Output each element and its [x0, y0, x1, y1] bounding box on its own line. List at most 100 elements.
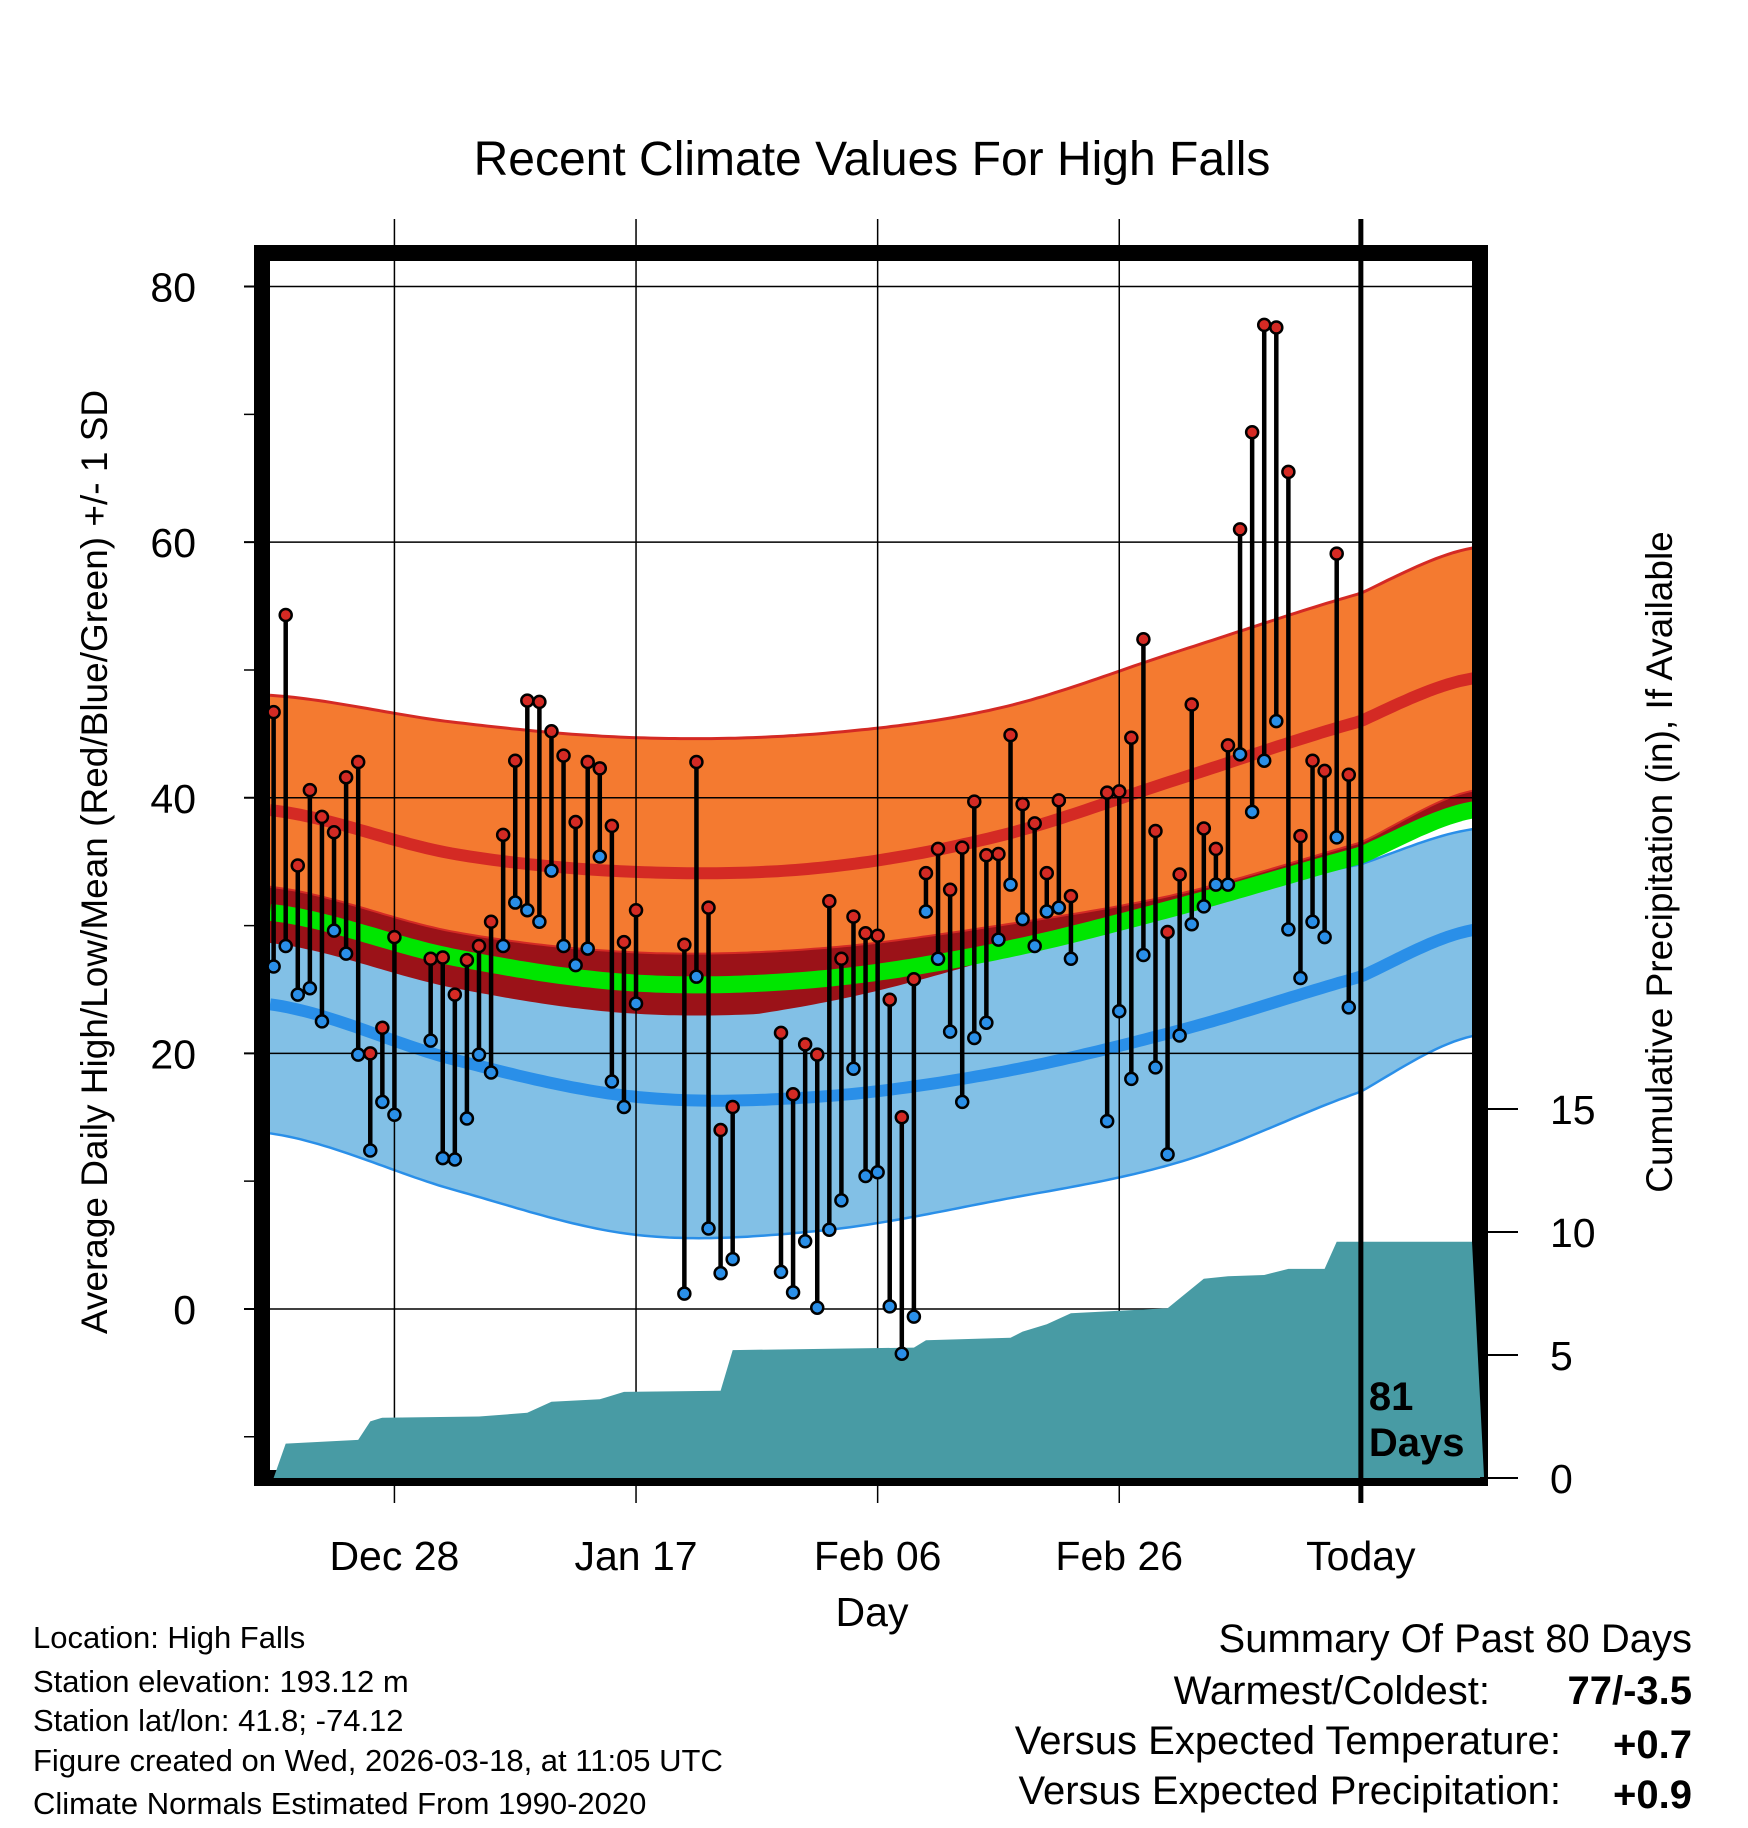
- observed-day: [1305, 753, 1320, 929]
- observed-high-point: [991, 846, 1006, 862]
- observed-low-point: [1112, 1003, 1127, 1019]
- observed-day: [677, 937, 692, 1301]
- observed-day: [1196, 821, 1212, 914]
- observed-high-point: [1003, 727, 1018, 743]
- observed-low-point: [483, 1065, 499, 1080]
- observed-low-point: [302, 980, 318, 996]
- observed-low-point: [507, 895, 523, 910]
- x-tick-label: Dec 28: [329, 1533, 459, 1579]
- observed-high-point: [1099, 785, 1115, 800]
- temp-anomaly-value: +0.7: [1613, 1723, 1692, 1767]
- observed-day: [326, 825, 342, 938]
- observed-day: [1039, 865, 1055, 919]
- observed-day: [834, 951, 849, 1208]
- observed-high-point: [1051, 793, 1067, 808]
- observed-low-point: [979, 1015, 994, 1030]
- observed-day: [1124, 730, 1139, 1087]
- low-band-lower-edge: [269, 1033, 1479, 1240]
- observed-day: [1099, 785, 1115, 1129]
- observed-high-point: [375, 1020, 390, 1036]
- y2-tick-label: 0: [1550, 1456, 1573, 1502]
- observed-day: [302, 782, 318, 996]
- observed-day: [1329, 546, 1344, 845]
- observed-day: [278, 607, 293, 954]
- observed-low-point: [822, 1222, 837, 1237]
- observed-high-point: [350, 754, 366, 770]
- observed-high-point: [930, 841, 946, 857]
- observed-high-point: [1172, 867, 1187, 882]
- info-normals: Climate Normals Estimated From 1990-2020: [33, 1786, 646, 1821]
- plot-area: [269, 545, 1480, 1240]
- observed-day: [918, 865, 934, 919]
- observed-high-point: [822, 894, 837, 909]
- observed-low-point: [338, 946, 354, 961]
- observed-low-point: [1256, 753, 1272, 768]
- observed-day: [1341, 767, 1357, 1015]
- observed-day: [1112, 784, 1127, 1019]
- observed-day: [483, 914, 499, 1080]
- observed-low-point: [1063, 951, 1079, 967]
- precip-area: [273, 1241, 1485, 1478]
- y2-tick-label: 15: [1550, 1087, 1596, 1133]
- observed-low-point: [713, 1265, 728, 1281]
- observed-high-point: [459, 952, 475, 968]
- observed-low-point: [1124, 1071, 1139, 1087]
- observed-high-point: [834, 951, 849, 967]
- x-tick-label: Jan 17: [574, 1533, 697, 1579]
- y-tick-label: 0: [173, 1287, 196, 1333]
- observed-day: [1208, 841, 1224, 892]
- observed-high-point: [689, 754, 704, 770]
- observed-day: [979, 848, 994, 1030]
- observed-high-point: [314, 809, 330, 825]
- observed-day: [423, 951, 438, 1048]
- observed-day: [809, 1047, 825, 1315]
- observed-high-point: [290, 858, 306, 873]
- observed-low-point: [1317, 929, 1332, 945]
- observed-high-point: [1329, 546, 1344, 561]
- observed-day: [1269, 320, 1284, 729]
- observed-high-point: [387, 929, 402, 945]
- observed-low-point: [592, 849, 608, 864]
- observed-high-point: [1256, 317, 1272, 333]
- x-axis-label: Day: [836, 1589, 909, 1635]
- summary: Summary Of Past 80 Days Warmest/Coldest:…: [1015, 1617, 1692, 1817]
- observed-low-point: [906, 1309, 922, 1324]
- observed-high-point: [1317, 763, 1332, 779]
- observed-day: [954, 840, 970, 1110]
- observed-day: [870, 928, 885, 1180]
- observed-low-point: [471, 1047, 487, 1062]
- observed-day: [592, 761, 608, 864]
- observed-low-point: [266, 959, 281, 974]
- observed-day: [314, 809, 330, 1029]
- observed-low-point: [834, 1193, 849, 1208]
- high-sd-band: [270, 547, 1478, 954]
- observed-low-point: [495, 938, 511, 954]
- observed-day: [507, 753, 523, 910]
- observed-low-point: [568, 957, 583, 973]
- observed-high-point: [785, 1087, 801, 1102]
- observed-low-point: [1208, 877, 1224, 892]
- observed-day: [604, 818, 620, 1089]
- observed-high-point: [773, 1025, 789, 1041]
- observed-high-point: [894, 1110, 910, 1125]
- observed-high-point: [870, 928, 885, 944]
- today-days-label: 81: [1369, 1375, 1414, 1419]
- observed-low-point: [773, 1264, 789, 1280]
- observed-high-point: [1124, 730, 1139, 745]
- observed-day: [447, 987, 463, 1167]
- observed-high-point: [483, 914, 499, 929]
- station-info: Location: High Falls Station elevation: …: [33, 1620, 723, 1821]
- observed-high-point: [423, 951, 438, 967]
- observed-low-point: [435, 1150, 450, 1166]
- observed-day: [363, 1046, 378, 1158]
- observed-day: [930, 841, 946, 967]
- observed-high-point: [954, 840, 970, 855]
- observed-low-point: [1244, 804, 1260, 820]
- observed-low-point: [1003, 877, 1018, 892]
- temp-anomaly-label: Versus Expected Temperature:: [1015, 1719, 1561, 1763]
- today-days-label: Days: [1369, 1421, 1465, 1465]
- observed-high-point: [520, 693, 535, 708]
- warm-cold-value: 77/-3.5: [1567, 1669, 1692, 1713]
